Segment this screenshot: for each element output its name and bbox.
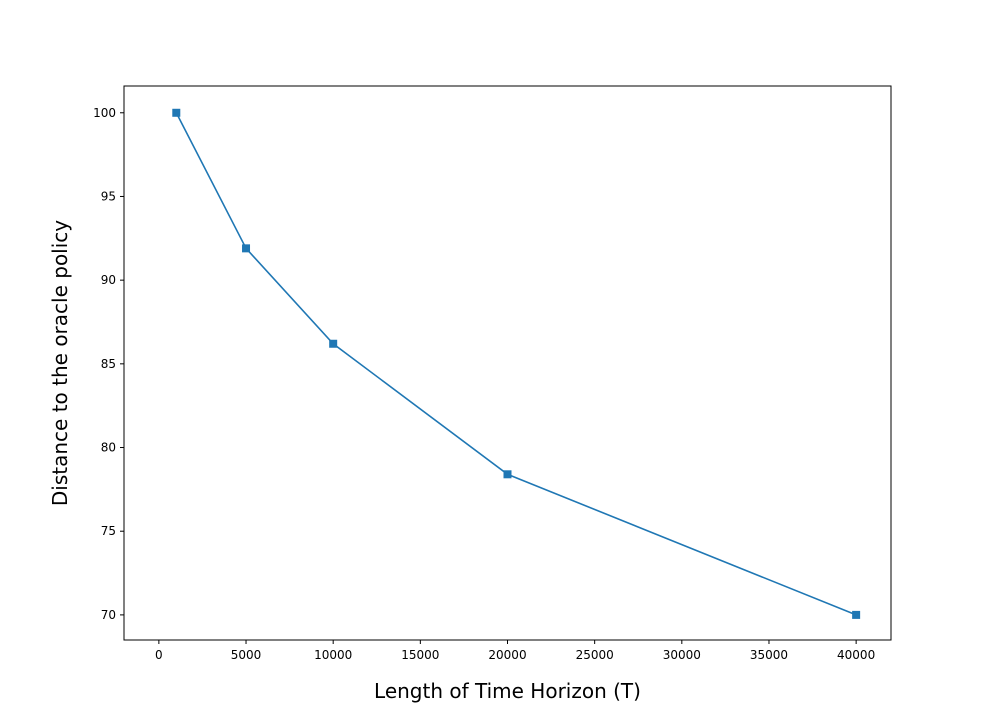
y-axis-title: Distance to the oracle policy <box>48 220 72 506</box>
y-tick-label: 95 <box>101 189 116 203</box>
x-tick-label: 0 <box>155 648 163 662</box>
data-point-marker <box>503 470 512 479</box>
x-tick-label: 10000 <box>314 648 352 662</box>
y-tick-label: 80 <box>101 441 116 455</box>
series-layer <box>172 108 861 619</box>
ticks-layer: 0 5000 10000 15000 20000 25000 30000 35000 40000… <box>93 106 875 662</box>
y-tick-label: 75 <box>101 524 116 538</box>
x-axis-title: Length of Time Horizon (T) <box>374 679 641 703</box>
plot-area-frame <box>123 85 892 641</box>
y-tick-label: 70 <box>101 608 116 622</box>
x-tick-label: 35000 <box>750 648 788 662</box>
y-tick-label: 85 <box>101 357 116 371</box>
series-line <box>175 112 857 616</box>
y-tick-label: 100 <box>93 106 116 120</box>
x-tick-label: 5000 <box>231 648 262 662</box>
x-tick-label: 30000 <box>663 648 701 662</box>
data-point-marker <box>172 108 181 117</box>
x-tick-label: 25000 <box>576 648 614 662</box>
data-point-marker <box>852 610 861 619</box>
x-tick-label: 15000 <box>401 648 439 662</box>
data-point-marker <box>329 339 338 348</box>
x-tick-label: 20000 <box>488 648 526 662</box>
data-point-marker <box>242 244 251 253</box>
x-tick-label: 40000 <box>837 648 875 662</box>
y-tick-label: 90 <box>101 273 116 287</box>
